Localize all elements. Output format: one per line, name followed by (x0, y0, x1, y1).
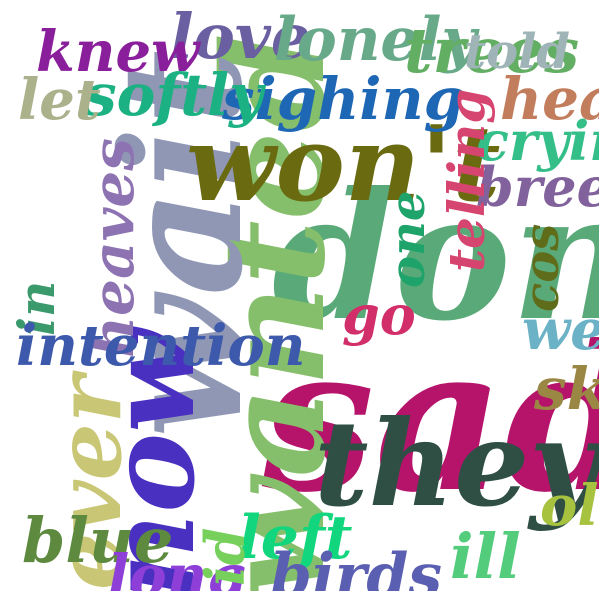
word-sighing: sighing (222, 65, 465, 133)
word-long: birds (270, 541, 443, 591)
word-ill: old (540, 473, 599, 539)
word-dont: don't (272, 155, 599, 360)
word-knew: knew (36, 19, 200, 85)
word-trees: told (464, 24, 570, 80)
word-they: they (314, 394, 598, 533)
word-love: love (170, 0, 311, 73)
word-we: intention (16, 313, 306, 379)
word-birds: ill (450, 520, 521, 591)
word-cos: go (342, 283, 416, 347)
word-telling: one (380, 190, 436, 288)
word-wont: won't (186, 102, 501, 225)
word-id: trees (404, 14, 580, 87)
word-softly: softly (84, 61, 263, 129)
word-heart: crying (476, 109, 599, 173)
word-breeze: telling (437, 88, 496, 272)
word-left: blue (22, 504, 174, 577)
word-sky: we (522, 297, 599, 363)
word-blue: long (108, 543, 247, 591)
word-told: heart (500, 65, 599, 133)
word-old: id (193, 527, 257, 586)
word-sad: sad (262, 302, 599, 537)
word-in: sky (534, 355, 599, 423)
word-lonely: lonely (274, 5, 477, 75)
word-let: let (18, 67, 101, 133)
word-crying: breeze (476, 155, 599, 219)
word-intention: left (238, 503, 353, 573)
